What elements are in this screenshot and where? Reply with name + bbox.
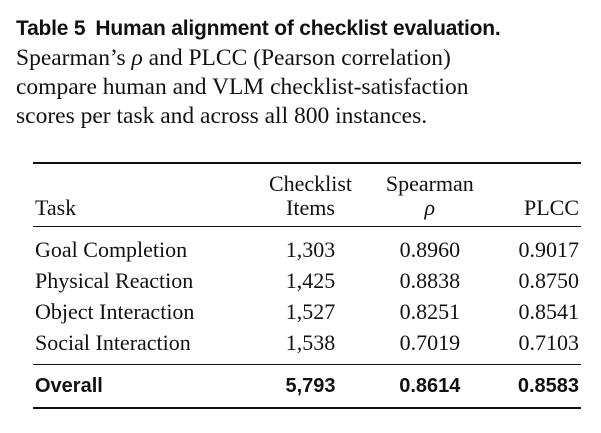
header-items-line2: Items [286,195,335,220]
overall-plcc: 0.8583 [489,364,581,409]
table-caption: Table 5 Human alignment of checklist eval… [16,14,591,131]
cell-items: 1,527 [285,299,336,324]
cell-plcc: 0.8541 [518,299,580,324]
cell-task: Physical Reaction [35,268,194,293]
header-row: Task Checklist Items Spearman ρ PLCC [33,162,581,227]
cell-task: Goal Completion [35,237,188,262]
overall-spearman: 0.8614 [370,364,490,409]
table-label: Table 5 [16,17,86,40]
cell-spearman: 0.8960 [399,237,461,262]
cell-plcc: 0.8750 [518,268,580,293]
cell-plcc: 0.9017 [518,237,580,262]
cell-spearman: 0.7019 [399,330,461,355]
header-plcc: PLCC [489,162,581,227]
cell-spearman: 0.8251 [399,299,461,324]
header-spearman-line2: ρ [424,195,436,220]
cell-items: 1,538 [285,330,336,355]
header-spearman: Spearman ρ [370,162,490,227]
cell-task: Object Interaction [35,299,195,324]
cell-items: 1,425 [285,268,336,293]
overall-row: Overall 5,793 0.8614 0.8583 [33,364,581,409]
caption-line-2: compare human and VLM checklist-satisfac… [16,74,469,100]
caption-title-line: Table 5 Human alignment of checklist eval… [16,14,591,44]
results-table: Task Checklist Items Spearman ρ PLCC Goa… [33,162,581,409]
header-task: Task [33,162,251,227]
header-items-line1: Checklist [268,171,353,196]
table-title: Human alignment of checklist evaluation. [95,17,501,40]
table-row: Object Interaction 1,527 0.8251 0.8541 [33,296,581,327]
overall-task: Overall [33,364,251,409]
table-row: Social Interaction 1,538 0.7019 0.7103 [33,327,581,365]
caption-line-3: scores per task and across all 800 insta… [16,103,428,129]
caption-line-1: Spearman’s ρ and PLCC (Pearson correlati… [16,45,451,71]
cell-spearman: 0.8838 [399,268,461,293]
table-row: Physical Reaction 1,425 0.8838 0.8750 [33,265,581,296]
header-checklist-items: Checklist Items [250,162,371,227]
cell-plcc: 0.7103 [518,330,580,355]
cell-items: 1,303 [285,237,336,262]
cell-task: Social Interaction [35,330,191,355]
header-spearman-line1: Spearman [385,171,474,196]
rho-symbol: ρ [131,45,143,71]
overall-items: 5,793 [250,364,371,409]
table-row: Goal Completion 1,303 0.8960 0.9017 [33,227,581,266]
